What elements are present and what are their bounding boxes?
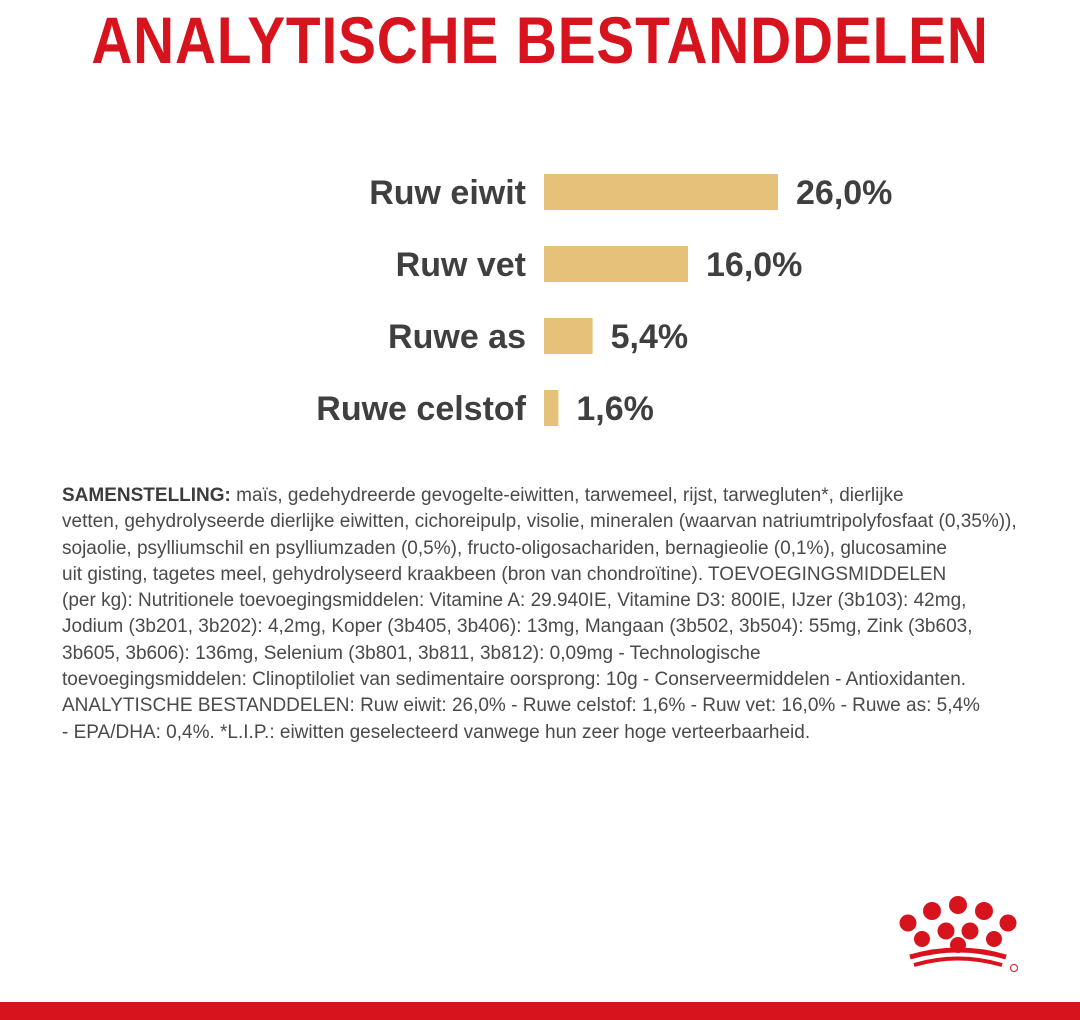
composition-line-2: sojaolie, psylliumschil en psylliumzaden… bbox=[62, 537, 947, 559]
bar-value-label-0: 26,0% bbox=[796, 174, 892, 212]
composition-line-6: 3b605, 3b606): 136mg, Selenium (3b801, 3… bbox=[62, 642, 761, 664]
bar-0 bbox=[544, 174, 778, 210]
composition-line-4: (per kg): Nutritionele toevoegingsmiddel… bbox=[62, 590, 967, 612]
bar-value-label-2: 5,4% bbox=[611, 318, 689, 356]
composition-text: SAMENSTELLING: maïs, gedehydreerde gevog… bbox=[62, 483, 1042, 746]
bar-1 bbox=[544, 246, 688, 282]
bar-2 bbox=[544, 318, 593, 354]
bar-value-label-1: 16,0% bbox=[706, 246, 802, 284]
royal-canin-crown-logo bbox=[899, 896, 1018, 972]
page-title: ANALYTISCHE BESTANDDELEN bbox=[91, 3, 989, 77]
composition-line-8: ANALYTISCHE BESTANDDELEN: Ruw eiwit: 26,… bbox=[62, 695, 980, 717]
composition-line-0: SAMENSTELLING: maïs, gedehydreerde gevog… bbox=[62, 483, 1042, 509]
bar-label-0: Ruw eiwit bbox=[369, 174, 526, 212]
composition-text-line: maïs, gedehydreerde gevogelte-eiwitten, … bbox=[230, 485, 904, 506]
bar-label-3: Ruwe celstof bbox=[316, 390, 526, 428]
bar-label-1: Ruw vet bbox=[396, 246, 526, 284]
bar-3 bbox=[544, 390, 559, 426]
composition-line-1: vetten, gehydrolyseerde dierlijke eiwitt… bbox=[62, 511, 1017, 533]
composition-line-9: - EPA/DHA: 0,4%. *L.I.P.: eiwitten gesel… bbox=[62, 721, 811, 743]
nutrient-bar-chart: Ruw eiwit 26,0% Ruw vet 16,0% Ruwe as 5,4% Ruw… bbox=[316, 174, 892, 428]
composition-line-3: uit gisting, tagetes meel, gehydrolyseer… bbox=[62, 563, 947, 585]
composition-line-7: toevoegingsmiddelen: Clinoptiloliet van … bbox=[62, 669, 967, 691]
composition-line-5: Jodium (3b201, 3b202): 4,2mg, Koper (3b4… bbox=[62, 616, 973, 638]
composition-title: SAMENSTELLING: bbox=[62, 485, 231, 506]
bar-label-2: Ruwe as bbox=[388, 318, 526, 356]
bar-value-label-3: 1,6% bbox=[576, 390, 654, 428]
bottom-brand-strip bbox=[0, 1002, 1080, 1020]
